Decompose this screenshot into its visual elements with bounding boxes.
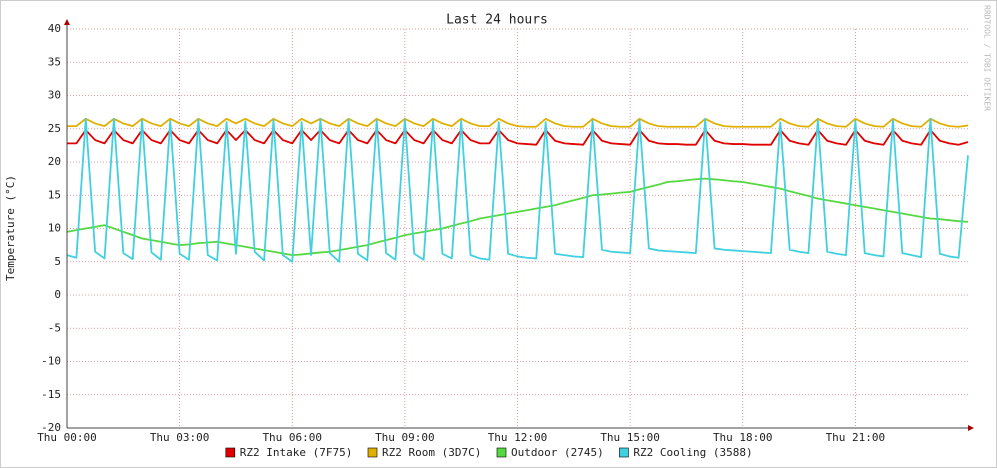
series-line xyxy=(66,177,969,256)
y-axis-arrow xyxy=(64,19,70,25)
legend-swatch xyxy=(496,447,507,458)
y-tick-label: 40 xyxy=(48,22,61,35)
y-tick-label: -15 xyxy=(41,388,61,401)
y-tick-label: 5 xyxy=(54,255,61,268)
legend-label: Outdoor (2745) xyxy=(511,446,604,459)
x-tick-label: Thu 21:00 xyxy=(826,431,886,444)
plot-lines xyxy=(66,117,969,263)
x-tick-label: Thu 03:00 xyxy=(150,431,210,444)
legend-swatch xyxy=(225,447,236,458)
axes xyxy=(64,19,974,431)
y-tick-label: 35 xyxy=(48,55,61,68)
series-line xyxy=(67,117,969,128)
x-tick-label: Thu 09:00 xyxy=(375,431,435,444)
x-tick-label: Thu 12:00 xyxy=(488,431,548,444)
legend-swatch xyxy=(367,447,378,458)
series-line xyxy=(66,117,969,263)
watermark: RRDTOOL / TOBI OETIKER xyxy=(983,5,992,111)
y-tick-label: 25 xyxy=(48,122,61,135)
x-axis-arrow xyxy=(968,425,974,431)
chart-title: Last 24 hours xyxy=(446,13,548,28)
y-tick-label: 20 xyxy=(48,155,61,168)
x-tick-label: Thu 18:00 xyxy=(713,431,773,444)
legend-label: RZ2 Cooling (3588) xyxy=(633,446,752,459)
x-tick-label: Thu 06:00 xyxy=(262,431,322,444)
y-tick-label: 0 xyxy=(54,288,61,301)
y-tick-label: 15 xyxy=(48,188,61,201)
legend-label: RZ2 Room (3D7C) xyxy=(382,446,481,459)
x-tick-label: Thu 15:00 xyxy=(600,431,660,444)
labels: -20 -15 -10 -5 0 5 10 15 20 25 30 35 40 Thu 00:00 Thu … xyxy=(37,22,885,444)
y-tick-label: 10 xyxy=(48,222,61,235)
y-tick-label: -20 xyxy=(41,421,61,434)
y-tick-label: -10 xyxy=(41,355,61,368)
legend-label: RZ2 Intake (7F75) xyxy=(240,446,353,459)
y-tick-label: 30 xyxy=(48,89,61,102)
y-axis-label: Temperature (°C) xyxy=(4,175,17,281)
legend-swatch xyxy=(619,447,629,458)
legend: RZ2 Intake (7F75) RZ2 Room (3D7C) Outdoor … xyxy=(225,446,753,459)
x-tick-label: Thu 00:00 xyxy=(37,431,97,444)
y-tick-label: -5 xyxy=(48,321,61,334)
